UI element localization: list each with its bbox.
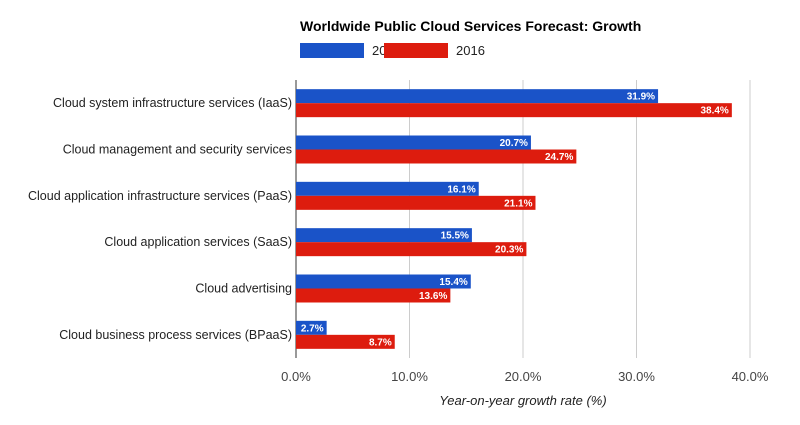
data-label-2016: 24.7% xyxy=(545,152,573,163)
x-axis-title: Year-on-year growth rate (%) xyxy=(439,393,606,408)
bar-2016 xyxy=(296,242,527,257)
category-label: Cloud business process services (BPaaS) xyxy=(59,328,292,342)
bar-2015 xyxy=(296,274,471,289)
data-label-2016: 8.7% xyxy=(369,337,392,348)
legend-swatch-2016 xyxy=(384,42,448,58)
data-label-2016: 20.3% xyxy=(495,245,523,256)
bar-2016 xyxy=(296,195,536,210)
data-label-2016: 38.4% xyxy=(700,106,728,117)
bar-2016 xyxy=(296,334,395,349)
data-label-2015: 20.7% xyxy=(500,138,528,149)
data-label-2015: 15.4% xyxy=(439,277,467,288)
bar-2015 xyxy=(296,181,479,196)
bar-2016 xyxy=(296,103,732,118)
bar-2015 xyxy=(296,135,531,150)
x-tick-label: 30.0% xyxy=(618,369,655,384)
chart-title: Worldwide Public Cloud Services Forecast… xyxy=(300,18,642,34)
legend-item-2016: 2016 xyxy=(384,42,485,58)
data-label-2015: 2.7% xyxy=(301,323,324,334)
data-label-2015: 31.9% xyxy=(627,92,655,103)
bar-2015 xyxy=(296,89,659,104)
data-label-2015: 15.5% xyxy=(441,231,469,242)
bar-2016 xyxy=(296,149,577,164)
data-label-2016: 13.6% xyxy=(419,291,447,302)
legend-label-2016: 2016 xyxy=(456,42,485,58)
category-label: Cloud application infrastructure service… xyxy=(28,189,292,203)
data-label-2016: 21.1% xyxy=(504,198,532,209)
bar-2015 xyxy=(296,320,327,335)
x-tick-label: 20.0% xyxy=(505,369,542,384)
category-label: Cloud application services (SaaS) xyxy=(104,235,292,249)
category-label: Cloud management and security services xyxy=(63,143,292,157)
x-tick-label: 10.0% xyxy=(391,369,428,384)
category-label: Cloud system infrastructure services (Ia… xyxy=(53,96,292,110)
category-label: Cloud advertising xyxy=(195,282,292,296)
x-tick-label: 40.0% xyxy=(732,369,769,384)
bar-2016 xyxy=(296,288,451,303)
data-label-2015: 16.1% xyxy=(447,184,475,195)
bar-2015 xyxy=(296,228,472,243)
x-tick-label: 0.0% xyxy=(281,369,311,384)
legend-swatch-2015 xyxy=(300,42,364,58)
